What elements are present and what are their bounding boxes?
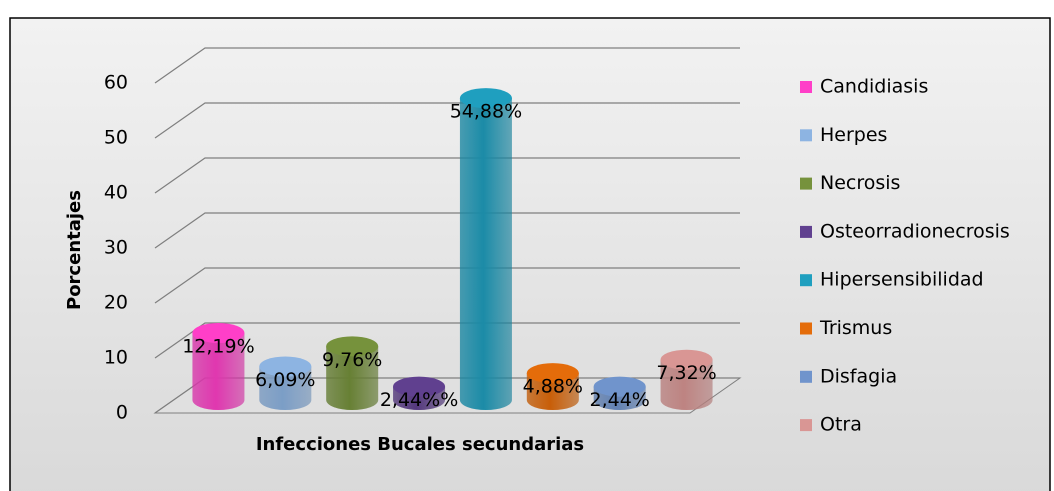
bar [259, 356, 312, 410]
bar-body-shade [526, 373, 579, 410]
data-label: 54,88% [450, 101, 522, 123]
legend-label: Osteorradionecrosis [820, 220, 1010, 242]
bar-body-shade [259, 366, 312, 410]
bar-body-shade [660, 359, 713, 410]
data-label: 4,88% [523, 376, 583, 398]
legend-label: Trismus [819, 317, 892, 339]
data-label: 12,19% [182, 335, 254, 357]
data-label: 2,44%% [380, 389, 458, 411]
legend-swatch [800, 419, 812, 432]
bar-top [660, 349, 713, 370]
y-tick-label: 0 [116, 402, 128, 424]
bar-body [259, 366, 312, 410]
legend-label: Candidiasis [820, 76, 928, 98]
bar [660, 349, 713, 410]
bar-body-shade [326, 346, 379, 410]
bar-top [192, 322, 245, 343]
grid-line [154, 102, 740, 139]
grid-line [154, 267, 740, 304]
bar-body [459, 98, 512, 410]
legend-swatch [800, 274, 812, 287]
y-tick-label: 20 [104, 292, 128, 314]
y-tick-label: 10 [104, 347, 128, 369]
data-label: 7,32% [656, 362, 716, 384]
bar-top [259, 356, 312, 377]
data-label: 2,44% [590, 389, 650, 411]
bar [526, 363, 579, 410]
legend-label: Disfagia [820, 365, 897, 387]
y-tick-label: 40 [104, 182, 128, 204]
bar-top [326, 336, 379, 357]
legend-swatch [800, 129, 812, 142]
bar-body [326, 346, 379, 410]
bar-top [459, 88, 512, 109]
grid-line [154, 212, 740, 249]
bar-body [526, 373, 579, 410]
grid-line [154, 47, 740, 84]
bar-body-shade [459, 98, 512, 410]
legend-label: Otra [820, 414, 862, 436]
bar [593, 376, 646, 410]
data-label: 6,09% [255, 369, 315, 391]
bar-top [393, 376, 446, 397]
legend-label: Herpes [820, 124, 887, 146]
y-axis-label: Porcentajes [64, 190, 85, 310]
legend-label: Necrosis [820, 172, 900, 194]
bar-top [593, 376, 646, 397]
legend-swatch [800, 370, 812, 383]
y-tick-label: 60 [104, 72, 128, 94]
data-label: 9,76% [322, 349, 382, 371]
bar-body [660, 359, 713, 410]
bar-body-shade [192, 332, 245, 410]
bar-top [526, 363, 579, 384]
grid-line [154, 322, 740, 359]
bar [459, 88, 512, 410]
grid-line [154, 157, 740, 194]
bar [192, 322, 245, 410]
y-tick-label: 30 [104, 237, 128, 259]
bar [393, 376, 446, 410]
legend-swatch [800, 225, 812, 238]
y-tick-label: 50 [104, 127, 128, 149]
legend-swatch [800, 81, 812, 93]
legend-swatch [800, 322, 812, 335]
legend-label: Hipersensibilidad [820, 269, 984, 291]
bar-body [192, 332, 245, 410]
bar [326, 336, 379, 410]
legend-swatch [800, 177, 812, 190]
x-axis-label: Infecciones Bucales secundarias [256, 434, 584, 455]
